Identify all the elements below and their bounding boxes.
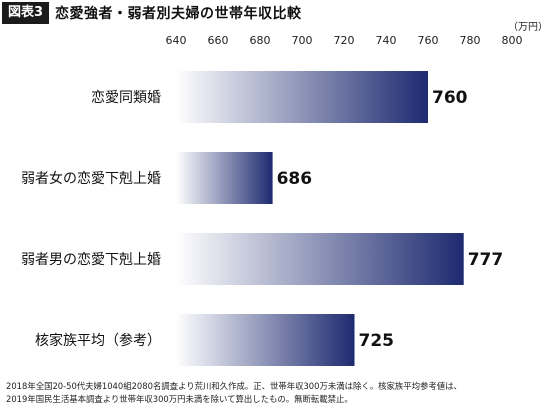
value-label: 760 — [432, 88, 468, 108]
footnote-line-2: 2019年国民生活基本調査より世帯年収300万円未満を除いて算出したもの。無断転… — [6, 394, 353, 404]
value-label: 686 — [277, 169, 313, 189]
x-tick-label: 660 — [208, 34, 229, 47]
header: 図表3 恋愛強者・弱者別夫婦の世帯年収比較 — [0, 0, 302, 26]
category-label: 弱者男の恋愛下剋上婚 — [21, 251, 161, 268]
x-tick-label: 740 — [376, 34, 397, 47]
category-label: 弱者女の恋愛下剋上婚 — [21, 170, 161, 187]
bar — [176, 71, 428, 123]
x-tick-label: 800 — [502, 34, 523, 47]
bar — [176, 152, 273, 204]
x-tick-label: 760 — [418, 34, 439, 47]
x-tick-label: 720 — [334, 34, 355, 47]
value-label: 725 — [359, 331, 395, 351]
x-tick-label: 780 — [460, 34, 481, 47]
footnote-line-1: 2018年全国20-50代夫婦1040組2080名調査より荒川和久作成。正、世帯… — [6, 381, 462, 391]
figure-badge: 図表3 — [2, 2, 50, 24]
bars: 恋愛同類婚 760 弱者女の恋愛下剋上婚 686 弱者男の恋愛下剋上婚 777 核家族平均（… — [21, 71, 503, 366]
value-label: 777 — [468, 250, 504, 270]
category-label: 恋愛同類婚 — [91, 89, 161, 106]
bar — [176, 314, 355, 366]
footnote: 2018年全国20-50代夫婦1040組2080名調査より荒川和久作成。正、世帯… — [6, 380, 546, 406]
chart-title: 恋愛強者・弱者別夫婦の世帯年収比較 — [55, 6, 302, 22]
category-label: 核家族平均（参考） — [35, 332, 161, 349]
x-axis-ticks: 640 660 680 700 720 740 760 780 800 — [166, 34, 523, 47]
x-tick-label: 680 — [250, 34, 271, 47]
bar-chart: （万円） 640 660 680 700 720 740 760 780 800 恋愛同類婚 76… — [21, 21, 548, 366]
bar — [176, 233, 464, 285]
unit-label: （万円） — [508, 21, 548, 33]
x-tick-label: 640 — [166, 34, 187, 47]
x-tick-label: 700 — [292, 34, 313, 47]
